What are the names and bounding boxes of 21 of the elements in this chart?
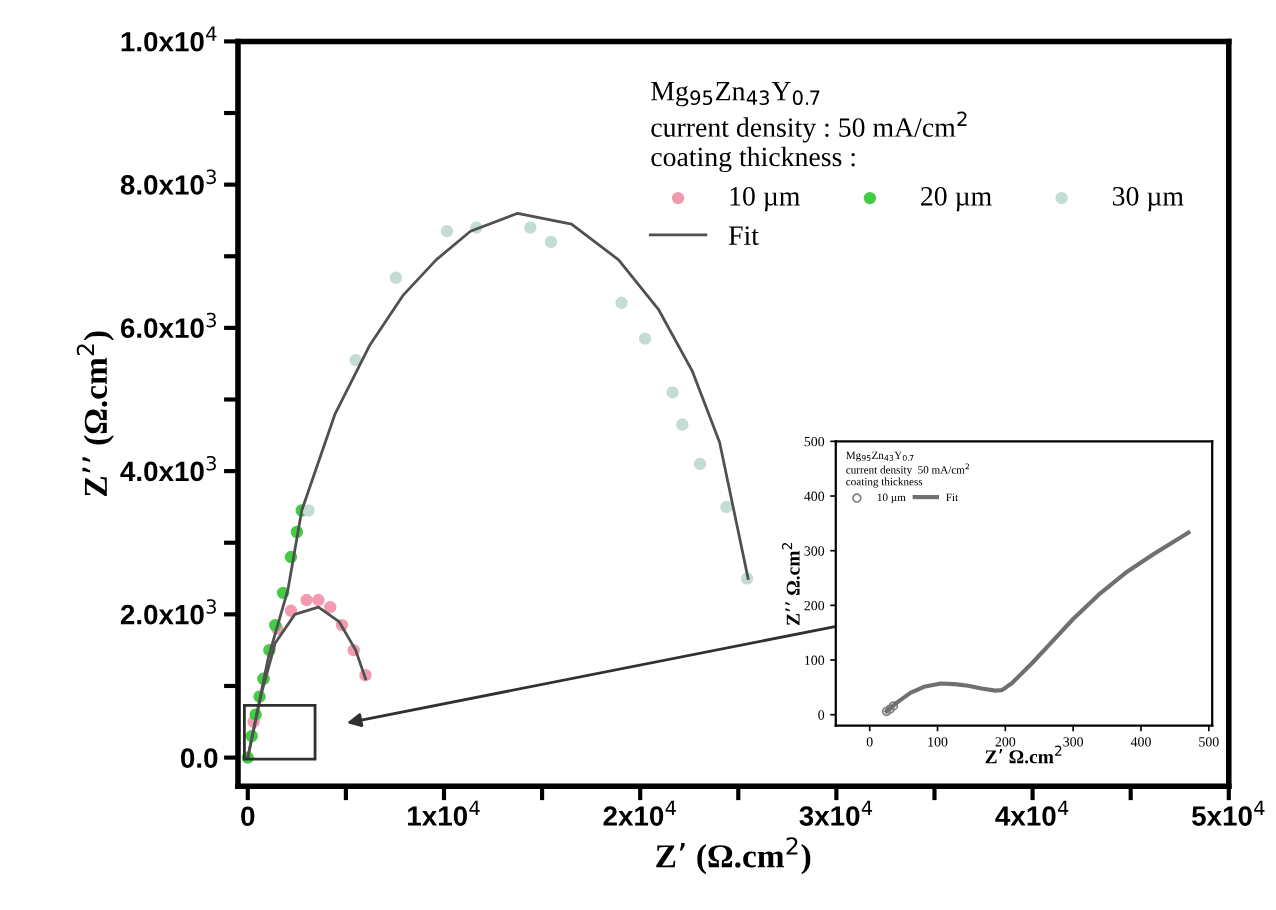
y-tick-label: 2.0x10$^{3}$ — [120, 599, 216, 625]
x-axis-title: Z’ (Ω.cm$^{2}$) — [656, 837, 811, 875]
y-tick-label: 0.0 — [181, 748, 218, 768]
x-tick-label: 5x10$^{4}$ — [1192, 800, 1265, 826]
legend-label: 10 µm — [730, 186, 800, 212]
y-tick-label: 4.0x10$^{3}$ — [120, 455, 216, 482]
legend-label: 20 µm — [921, 186, 992, 212]
x-axis-title: Z’ Ω.cm$^{2}$ — [985, 745, 1062, 764]
y-tick-label: 8.0x10$^{3}$ — [120, 169, 216, 195]
legend-label: 30 µm — [1112, 186, 1184, 212]
legend-label: Fit — [728, 226, 759, 245]
x-tick-label: 4x10$^{4}$ — [995, 800, 1069, 826]
x-tick-label: 2x10$^{4}$ — [603, 800, 676, 826]
text: Mg$_{95}$Zn$_{43}$Y$_{0.7}$ current density : 50 mA/cm$^{2}$ coating thickness : — [651, 82, 967, 173]
y-axis-title: Z’’ Ω.cm$^{2}$ — [782, 543, 800, 626]
y-tick-label: 6.0x10$^{3}$ — [120, 312, 216, 339]
y-axis-title: Z’’ (Ω.cm$^{2}$) — [76, 331, 114, 497]
x-tick-label: 1x10$^{4}$ — [408, 800, 480, 826]
x-tick-label: 3x10$^{4}$ — [799, 800, 873, 826]
y-tick-label: 1.0x10$^{4}$ — [121, 26, 217, 52]
x-tick-label: 0 — [241, 806, 255, 827]
